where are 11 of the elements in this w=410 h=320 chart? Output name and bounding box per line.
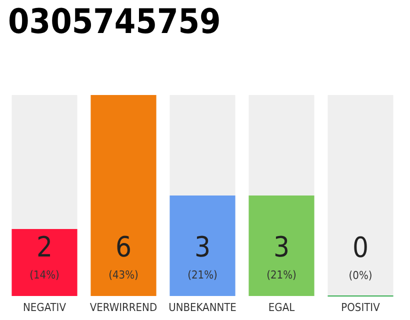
x-tick-label: EGAL bbox=[268, 301, 296, 314]
data-label: 6 (43%) bbox=[108, 230, 138, 282]
data-label: 2 (14%) bbox=[30, 230, 60, 282]
chart-title: 0305745759 bbox=[8, 2, 221, 42]
x-tick-label: UNBEKANNTE bbox=[168, 301, 236, 314]
x-tick-label: POSITIV bbox=[341, 301, 380, 314]
data-label: 3 (21%) bbox=[188, 230, 218, 282]
data-label: 3 (21%) bbox=[266, 230, 296, 282]
data-label: 0 (0%) bbox=[348, 231, 372, 282]
x-tick-label: NEGATIV bbox=[23, 301, 66, 314]
x-tick-label: VERWIRREND bbox=[90, 301, 158, 314]
